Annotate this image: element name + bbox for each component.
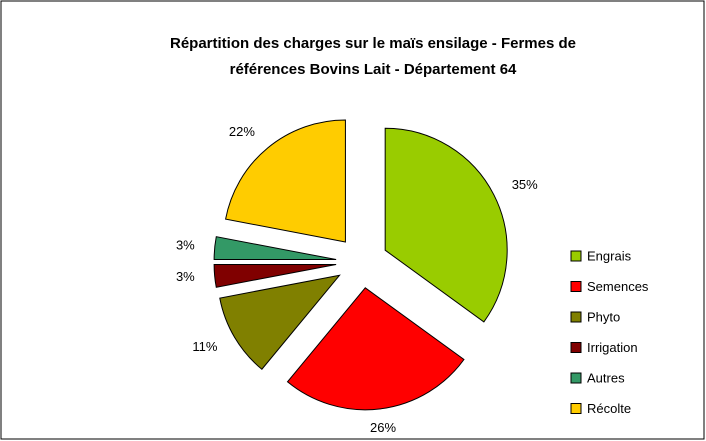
data-label: 35% [512,177,538,192]
legend-swatch [570,342,582,353]
legend-label: Semences [587,279,649,294]
pie-slice [286,287,465,411]
legend-swatch [570,372,582,384]
legend-swatch [570,311,582,323]
pie-slice [213,236,337,261]
legend-swatch [570,281,582,292]
legend-label: Récolte [587,401,631,416]
legend-label: Phyto [587,309,620,324]
pie-slice [213,263,337,288]
legend-label: Autres [587,370,625,385]
legend-label: Irrigation [587,340,638,355]
data-label: 11% [192,339,217,354]
data-label: 26% [370,420,396,435]
pie-slice [225,119,346,243]
pie-slice [384,127,508,323]
legend-swatch [570,403,582,414]
legend-label: Engrais [587,248,632,263]
legend-swatch [570,250,582,262]
data-label: 3% [176,238,195,253]
pie-slice [219,274,341,370]
data-label: 22% [229,124,255,139]
chart-title-line: références Bovins Lait - Département 64 [230,61,517,78]
chart-title-line: Répartition des charges sur le maïs ensi… [170,35,576,52]
data-label: 3% [176,269,195,284]
